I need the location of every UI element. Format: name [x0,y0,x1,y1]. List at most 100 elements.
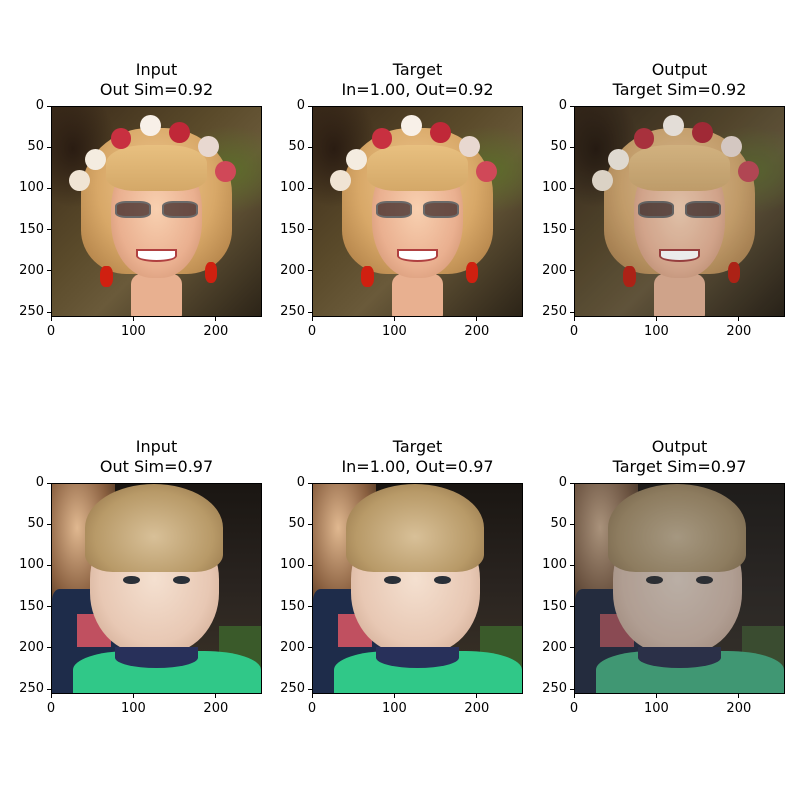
y-tick-mark [570,187,574,189]
y-tick-label: 0 [35,475,44,490]
boy-photo [313,484,522,693]
y-tick-mark [47,105,51,107]
x-tick-mark [50,317,52,321]
y-tick-mark [308,688,312,690]
y-tick-mark [308,564,312,566]
panel-title-line1: Output [651,437,708,456]
y-tick-mark [308,523,312,525]
y-tick-label: 50 [550,139,567,155]
y-tick-mark [570,105,574,107]
panel-title-line2: Target Sim=0.97 [612,457,747,476]
x-tick-mark [311,694,313,698]
y-tick-label: 200 [542,639,567,655]
y-tick-label: 0 [296,98,305,113]
x-tick-mark [215,694,217,698]
y-tick-label: 250 [542,681,567,697]
x-tick-mark [476,317,478,321]
x-tick-label: 200 [464,324,490,339]
y-tick-label: 150 [280,598,305,614]
x-tick-label: 200 [203,324,229,339]
y-tick-mark [308,482,312,484]
y-tick-mark [570,688,574,690]
y-tick-label: 50 [288,139,305,155]
panel-title: Output Target Sim=0.92 [613,60,747,100]
x-tick-mark [132,317,134,321]
y-tick-mark [47,270,51,272]
y-tick-mark [570,647,574,649]
y-tick-mark [47,229,51,231]
panel-title-line1: Target [392,437,443,456]
panel-title-line2: Out Sim=0.92 [99,80,214,99]
y-tick-mark [47,606,51,608]
y-tick-mark [570,146,574,148]
y-tick-label: 0 [35,98,44,113]
y-tick-label: 200 [280,262,305,278]
panel-title: Target In=1.00, Out=0.92 [341,60,493,100]
y-tick-label: 150 [542,598,567,614]
x-tick-label: 200 [726,324,752,339]
y-tick-mark [570,523,574,525]
woman-photo [313,107,522,316]
image-panel [312,106,523,317]
x-tick-mark [393,317,395,321]
y-tick-mark [308,187,312,189]
y-tick-mark [308,229,312,231]
x-tick-mark [311,317,313,321]
image-panel [574,483,785,694]
x-tick-label: 200 [203,701,229,716]
y-tick-label: 200 [542,262,567,278]
x-tick-label: 0 [46,324,56,339]
boy-photo [52,484,261,693]
y-tick-mark [570,564,574,566]
y-tick-mark [308,647,312,649]
panel-title: Input Out Sim=0.92 [100,60,213,100]
y-tick-label: 150 [19,598,44,614]
y-tick-mark [308,606,312,608]
x-tick-label: 200 [464,701,490,716]
y-tick-label: 100 [280,557,305,573]
y-tick-label: 0 [558,475,567,490]
y-tick-label: 0 [296,475,305,490]
y-tick-label: 200 [19,262,44,278]
y-tick-mark [47,523,51,525]
y-tick-label: 250 [19,304,44,320]
x-tick-label: 100 [121,701,146,716]
y-tick-label: 250 [280,681,305,697]
x-tick-label: 200 [726,701,752,716]
image-panel [51,483,262,694]
y-tick-label: 50 [27,516,44,532]
x-tick-label: 0 [569,324,579,339]
y-tick-label: 50 [550,516,567,532]
woman-photo [575,107,784,316]
y-tick-mark [47,647,51,649]
y-tick-mark [570,311,574,313]
x-tick-mark [655,317,657,321]
panel-title-line1: Input [135,60,178,79]
x-tick-mark [393,694,395,698]
y-tick-label: 200 [19,639,44,655]
y-tick-mark [47,482,51,484]
x-tick-mark [476,694,478,698]
x-tick-mark [738,694,740,698]
y-tick-mark [570,482,574,484]
y-tick-mark [570,606,574,608]
y-tick-label: 250 [19,681,44,697]
y-tick-mark [47,688,51,690]
image-panel [312,483,523,694]
woman-photo [52,107,261,316]
panel-title-line2: In=1.00, Out=0.92 [341,80,494,99]
boy-photo [575,484,784,693]
image-panel [574,106,785,317]
y-tick-mark [308,146,312,148]
y-tick-mark [308,311,312,313]
panel-title-line2: Out Sim=0.97 [99,457,214,476]
y-tick-mark [47,187,51,189]
y-tick-label: 50 [288,516,305,532]
y-tick-mark [308,270,312,272]
x-tick-label: 0 [46,701,56,716]
y-tick-mark [308,105,312,107]
y-tick-mark [47,146,51,148]
x-tick-label: 0 [307,701,317,716]
panel-title-line1: Target [392,60,443,79]
y-tick-label: 50 [27,139,44,155]
